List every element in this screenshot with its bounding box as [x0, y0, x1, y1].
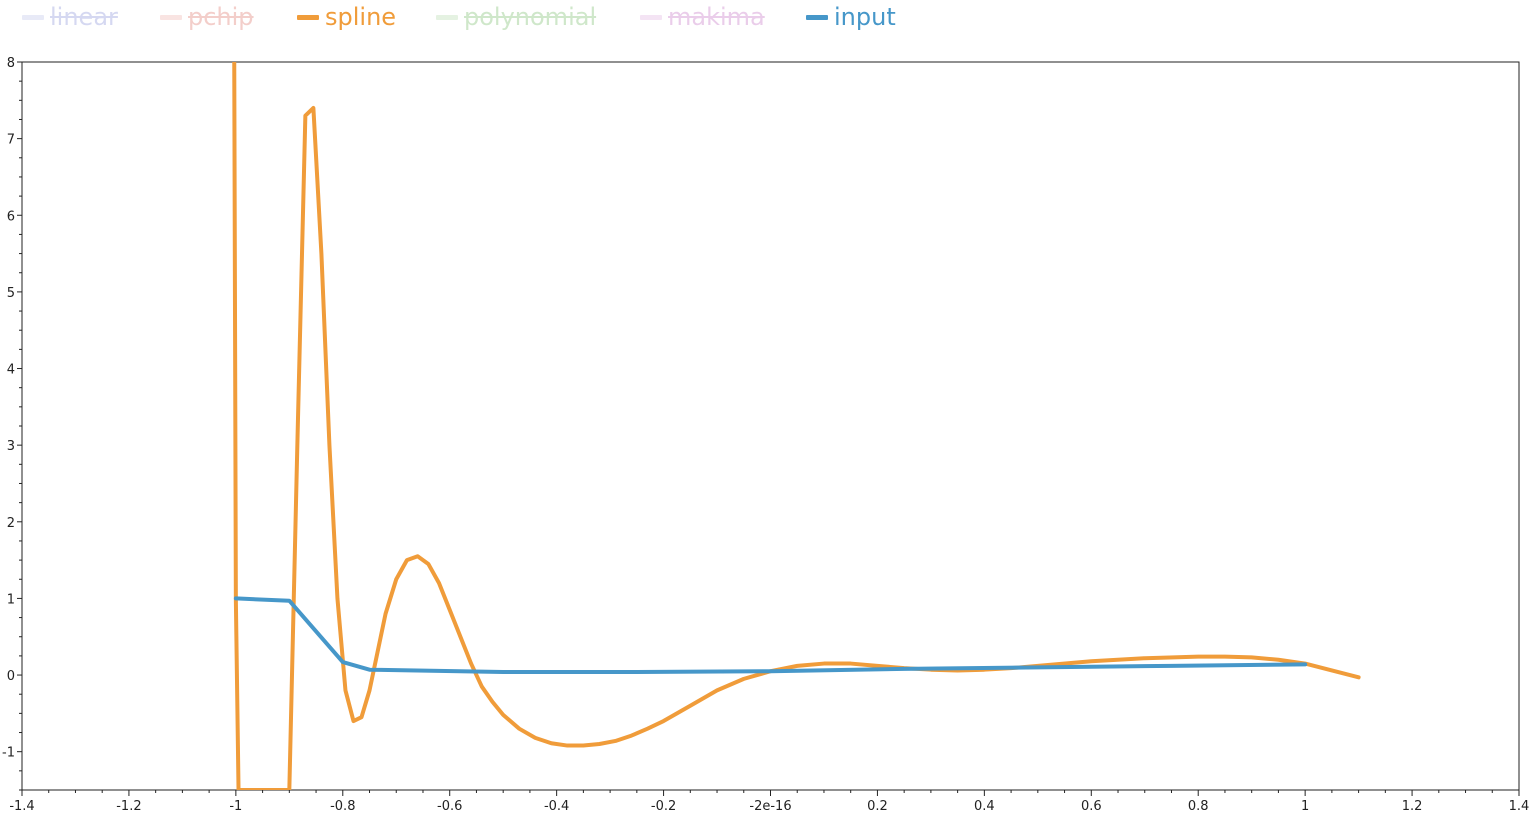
y-tick-label: 5: [7, 286, 15, 301]
series-line-input: [233, 596, 1308, 674]
legend-item-linear[interactable]: linear: [22, 0, 118, 34]
legend-label: polynomial: [464, 3, 597, 31]
legend-label: spline: [325, 3, 397, 31]
legend-item-input[interactable]: input: [806, 0, 896, 34]
x-tick-label: -0.4: [544, 799, 569, 814]
x-tick-label: 0.8: [1188, 799, 1209, 814]
y-tick-label: 2: [7, 516, 15, 531]
series-line-spline: [232, 62, 1361, 790]
legend-swatch: [297, 14, 319, 20]
y-tick-label: 0: [7, 669, 15, 684]
axes-layer: -1.4 -1.2 -1 -0.8 -0.6 -0.4 -0.2 -2e-16 0.2 0.4 0.…: [2, 56, 1529, 814]
x-tick-label: -1.4: [9, 799, 34, 814]
x-tick-label: 0.6: [1081, 799, 1102, 814]
y-tick-label: 7: [7, 133, 15, 148]
legend-swatch: [640, 14, 662, 20]
x-tick-label: -0.2: [651, 799, 676, 814]
x-tick-label: 1: [1301, 799, 1309, 814]
x-tick-label: 0.4: [974, 799, 995, 814]
legend-item-polynomial[interactable]: polynomial: [436, 0, 596, 34]
x-tick-label: -0.8: [330, 799, 355, 814]
y-tick-label: 1: [7, 592, 15, 607]
x-tick-label: -0.6: [437, 799, 462, 814]
legend-label: linear: [50, 3, 118, 31]
x-tick-label: -2e-16: [749, 799, 791, 814]
x-tick-label: 1.2: [1402, 799, 1423, 814]
series-layer: [232, 62, 1361, 790]
y-tick-label: 6: [7, 209, 15, 224]
legend-swatch: [160, 14, 182, 20]
legend-item-makima[interactable]: makima: [640, 0, 765, 34]
legend-swatch: [22, 14, 44, 20]
legend-label: pchip: [188, 3, 254, 31]
legend-label: makima: [668, 3, 765, 31]
x-tick-label: 1.4: [1509, 799, 1530, 814]
legend: linear pchip spline polynomial makima input: [0, 0, 1536, 40]
x-tick-label: -1.2: [116, 799, 141, 814]
y-tick-label: 8: [7, 56, 15, 71]
x-tick-label: 0.2: [867, 799, 888, 814]
legend-label: input: [834, 3, 896, 31]
y-tick-label: 3: [7, 439, 15, 454]
y-tick-label: 4: [7, 363, 15, 378]
plot-frame: [21, 61, 1520, 791]
x-tick-label: -1: [229, 799, 242, 814]
y-tick-label: -1: [2, 746, 15, 761]
legend-swatch: [806, 14, 828, 20]
legend-item-pchip[interactable]: pchip: [160, 0, 254, 34]
legend-item-spline[interactable]: spline: [297, 0, 396, 34]
legend-swatch: [436, 14, 458, 20]
